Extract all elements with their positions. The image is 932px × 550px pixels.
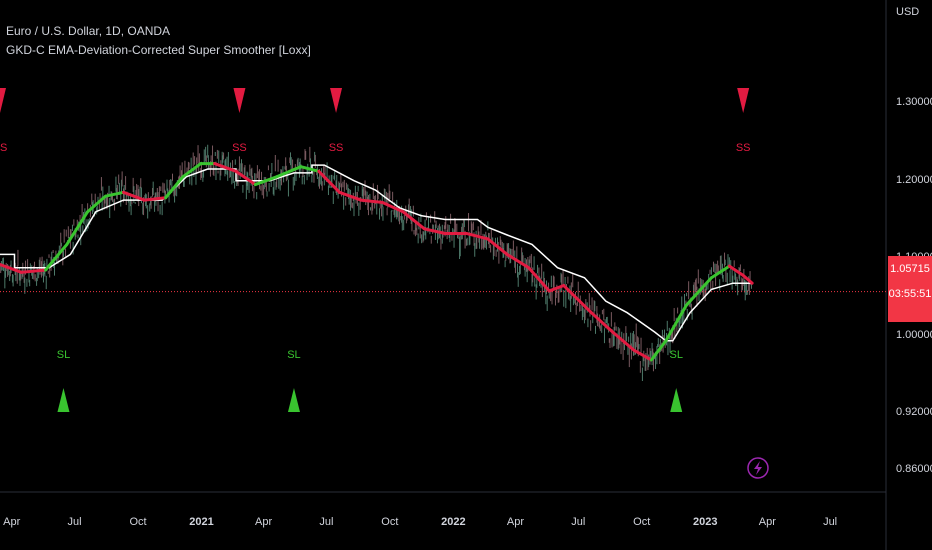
sell-signal-arrow [330,88,343,113]
indicator-title: GKD-C EMA-Deviation-Corrected Super Smoo… [6,43,311,57]
smoother-segment [337,190,363,202]
sell-signal-arrow [0,88,6,113]
x-tick-label: 2022 [441,516,466,528]
smoother-segment [505,252,531,270]
smoother-segment [547,284,566,293]
smoother-segment [142,196,168,202]
smoother-segment [632,348,653,362]
last-price: 1.05715 [890,263,930,275]
x-tick-label: Jul [571,516,586,528]
smoother-segment [0,263,23,274]
smoother-segment [401,210,426,231]
smoother-segment [422,227,447,235]
x-tick-label: Apr [255,516,273,528]
smoother-segment [562,284,593,315]
lightning-icon[interactable] [747,457,769,479]
smoother-segment [65,210,90,246]
sell-signal-arrow [737,88,750,113]
smoother-segment [86,194,108,214]
sell-signal-label: SS [232,142,247,154]
baseline-line [0,164,753,342]
y-tick-label: 1.30000 [896,96,932,108]
symbol-title: Euro / U.S. Dollar, 1D, OANDA [6,24,171,38]
smoother-segment [664,303,689,343]
x-tick-label: Apr [758,516,776,528]
smoother-segment [709,264,731,280]
long-signal-arrow [57,388,70,412]
x-tick-label: Apr [3,516,21,528]
smoother-segment [253,175,279,187]
smoother-segment [317,169,341,194]
smoother-segment [527,266,551,293]
smoother-segment [234,169,257,187]
long-signal-label: SL [57,349,70,361]
smoother-segment [164,175,185,200]
smoother-segment [727,264,745,277]
x-tick-label: Jul [67,516,82,528]
smoother-segment [299,165,321,173]
smoother-segment [685,276,713,307]
long-signal-label: SL [669,349,682,361]
smoother-segment [44,242,69,272]
sell-signal-label: SS [736,142,751,154]
x-tick-label: Jul [823,516,838,528]
y-tick-label: 0.92000 [896,405,932,418]
long-signal-arrow [287,388,300,412]
sell-signal-label: SS [329,142,344,154]
x-tick-label: 2021 [189,516,214,528]
long-signal-label: SL [287,349,300,361]
smoother-segment [19,268,48,274]
sell-signal-label: SS [0,142,7,154]
smoother-segment [181,162,203,179]
smoother-segment [104,190,126,198]
smoother-segment [359,198,384,204]
smoother-segment [275,165,303,179]
smoother-segment [464,231,490,241]
y-tick-label: 0.86000 [896,463,932,475]
x-tick-label: Oct [633,516,651,528]
y-tick-label: 1.20000 [896,173,932,186]
x-tick-label: Oct [381,516,399,528]
smoother-segment [741,273,754,285]
x-tick-label: Jul [319,516,334,528]
sell-signal-arrow [233,88,246,113]
smoother-segment [589,311,615,334]
smoother-segment [380,200,405,214]
smoother-segment [122,190,146,202]
x-tick-label: 2023 [692,516,718,528]
y-tick-label: 1.00000 [896,329,932,341]
bar-countdown: 03:55:51 [888,288,932,300]
currency-label: USD [896,6,920,18]
smoother-segment [486,237,509,256]
smoother-segment [213,162,238,173]
x-tick-label: Oct [129,516,147,528]
last-price-badge: 1.05715 03:55:51 [888,256,932,322]
smoother-segment [649,339,668,362]
long-signal-arrow [670,388,683,412]
smoother-segment [611,330,636,352]
x-tick-label: Apr [506,516,525,528]
